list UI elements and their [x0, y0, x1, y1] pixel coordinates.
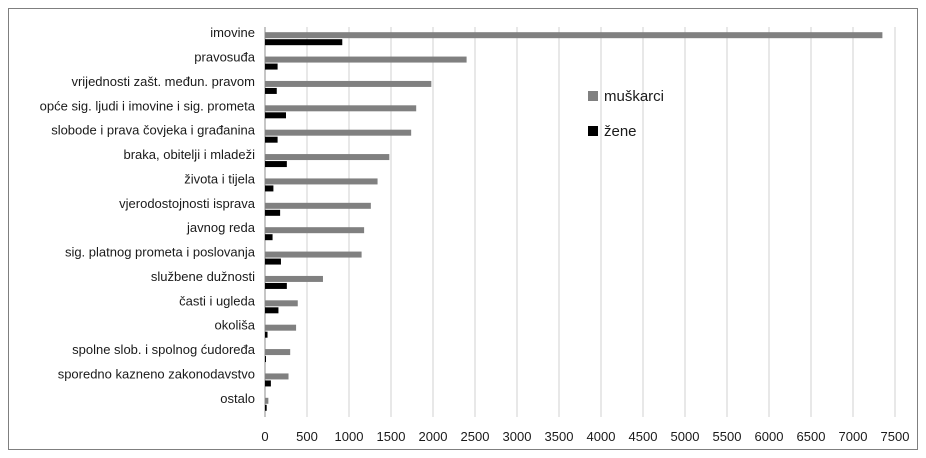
x-tick-label: 3500: [545, 429, 574, 444]
bar-muskarci: [265, 300, 298, 307]
category-label: sig. platnog prometa i poslovanja: [65, 245, 256, 260]
category-labels: imovine pravosuđa vrijednosti zašt. međun.…: [40, 25, 256, 406]
x-tick-label: 2000: [419, 429, 448, 444]
bar-zene: [265, 112, 286, 119]
x-tick-label: 4500: [629, 429, 658, 444]
category-label: imovine: [210, 25, 255, 40]
x-tick-label: 2500: [461, 429, 490, 444]
bar-muskarci: [265, 373, 289, 380]
bar-zene: [265, 39, 343, 46]
category-label: okoliša: [215, 318, 256, 333]
bar-muskarci: [265, 105, 417, 112]
bar-zene: [265, 209, 281, 216]
category-label: vjerodostojnosti isprava: [119, 196, 256, 211]
legend-label-muskarci: muškarci: [604, 88, 664, 105]
x-tick-label: 500: [296, 429, 318, 444]
bar-zene: [265, 185, 274, 192]
category-label: sporedno kazneno zakonodavstvo: [58, 366, 255, 381]
x-tick-label: 5500: [713, 429, 742, 444]
bar-zene: [265, 234, 273, 241]
bar-zene: [265, 307, 279, 314]
bar-muskarci: [265, 275, 323, 282]
category-label: časti i ugleda: [179, 293, 256, 308]
chart-frame: [8, 8, 918, 450]
bar-muskarci: [265, 129, 412, 136]
bar-zene: [265, 258, 281, 265]
x-tick-label: 4000: [587, 429, 616, 444]
category-label: spolne slob. i spolnog ćudoređa: [72, 342, 256, 357]
bar-muskarci: [265, 178, 378, 185]
x-tick-label: 6000: [755, 429, 784, 444]
bar-muskarci: [265, 324, 297, 331]
category-label: javnog reda: [186, 220, 256, 235]
category-label: opće sig. ljudi i imovine i sig. prometa: [40, 98, 256, 113]
bar-zene: [265, 356, 266, 363]
legend-swatch-zene: [588, 126, 598, 136]
x-tick-label: 0: [261, 429, 268, 444]
legend: muškarci žene: [588, 88, 664, 140]
bar-muskarci: [265, 397, 269, 404]
legend-label-zene: žene: [604, 123, 637, 140]
category-label: vrijednosti zašt. međun. pravom: [71, 74, 255, 89]
x-tick-label: 3000: [503, 429, 532, 444]
category-label: ostalo: [220, 391, 255, 406]
bar-zene: [265, 331, 268, 338]
category-label: pravosuđa: [194, 50, 255, 65]
bar-zene: [265, 282, 287, 289]
bar-muskarci: [265, 349, 291, 356]
x-tick-label: 5000: [671, 429, 700, 444]
bars: [265, 32, 883, 411]
x-tick-label: 6500: [797, 429, 826, 444]
x-tick-label: 1000: [335, 429, 364, 444]
bar-zene: [265, 404, 267, 411]
legend-swatch-muskarci: [588, 91, 598, 101]
bar-muskarci: [265, 32, 883, 39]
category-label: braka, obitelji i mladeži: [123, 147, 255, 162]
bar-muskarci: [265, 202, 371, 209]
x-tick-label: 1500: [377, 429, 406, 444]
bar-zene: [265, 87, 277, 94]
bar-zene: [265, 136, 278, 143]
bar-muskarci: [265, 227, 365, 234]
bar-zene: [265, 380, 271, 387]
x-tick-labels: 0 500 1000 1500 2000 2500 3000 3500 4000 4500 5000…: [261, 429, 909, 444]
bar-muskarci: [265, 251, 362, 258]
x-tick-label: 7000: [839, 429, 868, 444]
category-label: života i tijela: [184, 171, 256, 186]
category-label: službene dužnosti: [151, 269, 255, 284]
bar-muskarci: [265, 154, 390, 161]
bar-zene: [265, 161, 287, 168]
bar-zene: [265, 63, 278, 70]
bar-muskarci: [265, 80, 432, 87]
x-tick-label: 7500: [881, 429, 910, 444]
category-label: slobode i prava čovjeka i građanina: [51, 123, 256, 138]
bar-muskarci: [265, 56, 467, 63]
